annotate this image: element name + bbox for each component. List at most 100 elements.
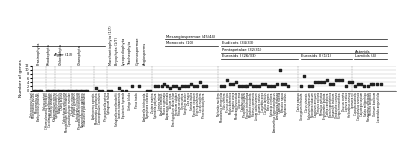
Text: Algae (13): Algae (13)	[53, 53, 73, 57]
Point	[144, 89, 150, 92]
Point	[259, 83, 265, 86]
Point	[244, 85, 251, 88]
Point	[315, 81, 321, 83]
Point	[300, 75, 307, 77]
Point	[158, 85, 165, 88]
Text: Eurosids II (1/1): Eurosids II (1/1)	[302, 54, 332, 58]
Text: Capsella rubella: Capsella rubella	[278, 92, 282, 113]
Point	[59, 89, 65, 92]
Text: Mimulus guttatus: Mimulus guttatus	[320, 92, 324, 115]
Text: Chara braunii: Chara braunii	[60, 92, 64, 110]
Point	[155, 85, 161, 88]
Point	[203, 85, 209, 88]
Point	[250, 85, 256, 88]
Text: Tracheophyta: Tracheophyta	[128, 41, 132, 65]
Point	[48, 89, 55, 92]
Point	[336, 79, 342, 81]
Point	[79, 89, 86, 92]
Point	[355, 83, 361, 86]
Text: Coffea canephora: Coffea canephora	[326, 92, 330, 115]
Text: Spinacia oleracea: Spinacia oleracea	[270, 92, 274, 115]
Point	[339, 79, 345, 81]
Point	[224, 79, 230, 81]
Text: Lycopodiophyta: Lycopodiophyta	[122, 37, 126, 65]
Point	[370, 83, 377, 86]
Point	[312, 81, 318, 83]
Text: Cucurbita pepo: Cucurbita pepo	[261, 92, 265, 112]
Point	[190, 85, 197, 88]
Point	[321, 81, 327, 83]
Point	[51, 89, 58, 92]
Text: Daucus carota: Daucus carota	[342, 92, 346, 111]
Text: Beta vulgaris: Beta vulgaris	[267, 92, 271, 110]
Text: Arabidopsis thaliana: Arabidopsis thaliana	[276, 92, 280, 119]
Text: Bryophyta (1/7): Bryophyta (1/7)	[115, 37, 119, 65]
Point	[98, 89, 105, 92]
Text: Ricinus communis: Ricinus communis	[252, 92, 256, 116]
Point	[233, 81, 239, 83]
Point	[270, 85, 277, 88]
Point	[367, 83, 374, 86]
Text: Setaria italica: Setaria italica	[190, 92, 194, 110]
Text: Klebsormidium nitens: Klebsormidium nitens	[53, 92, 57, 121]
Point	[161, 83, 168, 86]
Text: Citrullus lanatus: Citrullus lanatus	[264, 92, 268, 114]
Point	[108, 89, 114, 92]
Point	[61, 89, 68, 92]
Text: Pyropia yezoensis: Pyropia yezoensis	[73, 92, 77, 116]
Text: Asparagus officinalis: Asparagus officinalis	[166, 92, 170, 119]
Text: Vitis vinifera: Vitis vinifera	[223, 92, 227, 109]
Point	[256, 85, 262, 88]
Text: Petunia axillaris: Petunia axillaris	[317, 92, 321, 113]
Text: Pentapetalae (32/31): Pentapetalae (32/31)	[222, 48, 262, 52]
Point	[152, 85, 158, 88]
Point	[146, 89, 153, 92]
Text: Chlorella variabilis: Chlorella variabilis	[50, 92, 54, 117]
Point	[265, 85, 271, 88]
Text: Hordeum vulgare: Hordeum vulgare	[175, 92, 179, 115]
Text: Mentha longifolia: Mentha longifolia	[370, 92, 374, 115]
Text: Chlamydomonas reinhardtii: Chlamydomonas reinhardtii	[45, 92, 49, 129]
Text: Musa acuminata: Musa acuminata	[164, 92, 168, 114]
Point	[54, 89, 60, 92]
Text: Oryza sativa: Oryza sativa	[181, 92, 185, 108]
Text: Ostreococcus tauri: Ostreococcus tauri	[30, 92, 34, 117]
Text: Brassica napus: Brassica napus	[281, 92, 285, 112]
Point	[218, 85, 224, 88]
Text: Chlorophyta: Chlorophyta	[59, 43, 63, 65]
Text: Asterids
Lamiids (4): Asterids Lamiids (4)	[355, 50, 376, 58]
Point	[333, 79, 340, 81]
Text: Nicotiana tabacum: Nicotiana tabacum	[311, 92, 315, 117]
Text: Allium cepa: Allium cepa	[169, 92, 173, 108]
Text: Mesangiospermae (45/44): Mesangiospermae (45/44)	[166, 35, 215, 39]
Text: Triticum aestivum: Triticum aestivum	[178, 92, 182, 115]
Text: Zostera marina: Zostera marina	[151, 92, 155, 113]
Point	[227, 83, 233, 86]
Point	[84, 89, 90, 92]
Text: Chondrus crispus: Chondrus crispus	[70, 92, 74, 115]
Text: Lemna minor: Lemna minor	[158, 92, 162, 110]
Text: Equisetum hyemale: Equisetum hyemale	[122, 92, 126, 118]
Point	[92, 87, 99, 90]
Text: Sphagnum fallax: Sphagnum fallax	[107, 92, 111, 114]
Point	[74, 89, 80, 92]
Point	[230, 83, 236, 86]
Text: Conocephalum conicum: Conocephalum conicum	[98, 92, 102, 124]
Text: Amborella trichopoda: Amborella trichopoda	[143, 92, 147, 121]
Text: Panicum virgatum: Panicum virgatum	[192, 92, 196, 116]
Text: Lavandula angustifolia: Lavandula angustifolia	[377, 92, 381, 122]
Point	[179, 85, 185, 88]
Text: Eurosids I (26/33): Eurosids I (26/33)	[222, 54, 256, 58]
Point	[348, 81, 355, 83]
Text: Cucumis sativus: Cucumis sativus	[258, 92, 262, 114]
Text: Boea hygrometrica: Boea hygrometrica	[329, 92, 333, 117]
Point	[31, 89, 37, 92]
Point	[38, 89, 45, 92]
Point	[282, 83, 288, 86]
Point	[306, 85, 312, 88]
Point	[352, 85, 358, 88]
Point	[164, 85, 171, 88]
Point	[318, 81, 324, 83]
Point	[236, 85, 242, 88]
Text: Phaseolus vulgaris: Phaseolus vulgaris	[244, 92, 248, 117]
